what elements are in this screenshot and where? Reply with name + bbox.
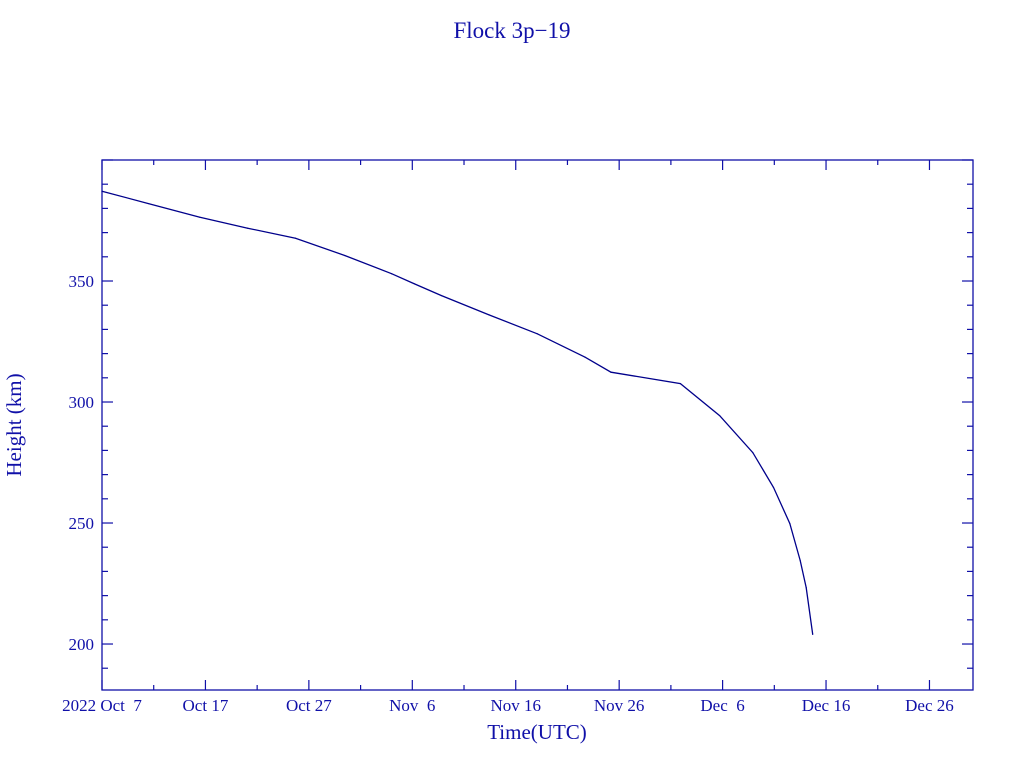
y-axis-label: Height (km) (2, 373, 26, 476)
data-point (391, 273, 393, 275)
data-point (805, 587, 807, 589)
x-tick-label: Nov 6 (389, 696, 435, 715)
data-point (413, 283, 416, 285)
x-tick-label: Nov 16 (490, 696, 541, 715)
y-tick-label: 250 (69, 514, 95, 533)
x-tick-label: Oct 17 (183, 696, 229, 715)
data-point (584, 356, 586, 358)
height-decay-line (101, 190, 814, 635)
data-point (718, 414, 721, 417)
x-tick-label: Dec 16 (802, 696, 851, 715)
data-point (679, 383, 681, 385)
x-tick-label: Nov 26 (594, 696, 645, 715)
data-point (772, 486, 775, 489)
y-tick-label: 350 (69, 272, 95, 291)
data-point (147, 202, 150, 205)
data-point (610, 371, 612, 373)
chart-title: Flock 3p−19 (453, 18, 570, 43)
data-point (198, 216, 201, 218)
data-point (799, 559, 801, 562)
x-tick-label: 2022 Oct 7 (62, 696, 142, 715)
y-tick-label: 300 (69, 393, 95, 412)
y-tick-label: 200 (69, 635, 95, 654)
series-group (101, 190, 814, 635)
x-tick-label: Dec 26 (905, 696, 954, 715)
data-point (789, 522, 791, 525)
data-point (101, 190, 103, 192)
data-point (488, 314, 490, 316)
data-point (812, 633, 814, 635)
tick-labels: 2022 Oct 7 Oct 17 Oct 27 Nov 6 Nov 16 Nov 26 D… (62, 272, 954, 715)
data-point (752, 451, 754, 454)
data-point (536, 333, 538, 335)
data-point (294, 237, 297, 239)
x-tick-label: Dec 6 (700, 696, 744, 715)
x-axis-label: Time(UTC) (487, 720, 587, 744)
plot-frame (101, 159, 974, 691)
data-point (344, 254, 346, 257)
data-point (247, 227, 249, 229)
data-point (440, 294, 442, 297)
axis-ticks (101, 159, 973, 690)
x-tick-label: Oct 27 (286, 696, 332, 715)
